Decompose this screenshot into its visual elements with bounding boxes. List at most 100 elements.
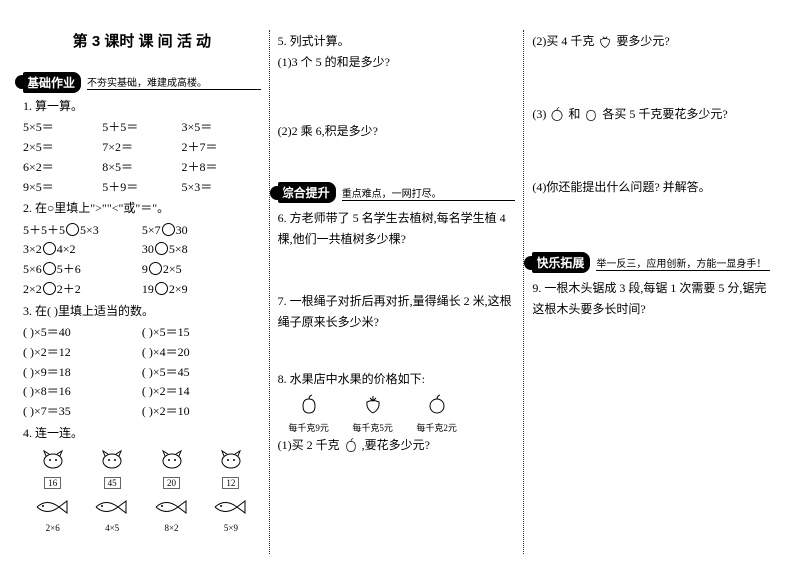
- apple-icon: [549, 106, 565, 128]
- banner-tag: 快乐拓展: [532, 252, 590, 273]
- cell: 9×5＝: [23, 178, 102, 198]
- cell: 2＋7＝: [181, 138, 260, 158]
- fish-row: 2×6 4×5 8×2 5×9: [23, 496, 261, 533]
- t: 2×2: [23, 282, 42, 296]
- cell: 5×5＝: [23, 118, 102, 138]
- fish-exp: 2×6: [33, 523, 73, 533]
- cell: ( )×7＝35: [23, 402, 142, 422]
- banner-comp: 综合提升 重点难点，一网打尽。: [278, 182, 516, 204]
- t: 19: [142, 282, 154, 296]
- t: ,要花多少元?: [362, 438, 430, 452]
- strawberry-icon: 每千克5元: [348, 393, 398, 434]
- q2-grid: 5＋5＋55×35×7 30 3×2 4×2 305×8 5×6 5＋6 92×5 2×2…: [23, 221, 261, 300]
- q8c: (3) 和 各买 5 千克要花多少元?: [532, 105, 770, 128]
- cell: ( )×5＝15: [142, 323, 261, 343]
- q4-heading: 4. 连一连。: [23, 424, 261, 443]
- cell: ( )×5＝45: [142, 363, 261, 383]
- cmp: 92×5: [142, 260, 261, 280]
- cell: 8×5＝: [102, 158, 181, 178]
- fish-exp: 4×5: [92, 523, 132, 533]
- price: 每千克5元: [348, 421, 398, 434]
- circle-icon: [43, 242, 56, 255]
- q8d: (4)你还能提出什么问题? 并解答。: [532, 178, 770, 197]
- t: 2×9: [169, 282, 188, 296]
- t: (3): [532, 107, 546, 121]
- page-title: 第 3 课时 课 间 活 动: [23, 30, 261, 51]
- q7: 7. 一根绳子对折后再对折,量得绳长 2 米,这根绳子原来长多少米?: [278, 291, 516, 334]
- cat-num: 12: [222, 477, 239, 489]
- t: 9: [142, 262, 148, 276]
- circle-icon: [149, 262, 162, 275]
- banner-basic: 基础作业 不夯实基础，难建成高楼。: [23, 71, 261, 93]
- cell: ( )×4＝20: [142, 343, 261, 363]
- banner-sub: 重点难点，一网打尽。: [342, 185, 516, 201]
- banner-ext: 快乐拓展 举一反三，应用创新，方能一显身手！: [532, 252, 770, 274]
- cmp: 3×2 4×2: [23, 240, 142, 260]
- t: 30: [176, 223, 188, 237]
- q8b: (2)买 4 千克 要多少元?: [532, 32, 770, 55]
- banner-tag: 基础作业: [23, 72, 81, 93]
- cat-num: 16: [44, 477, 61, 489]
- t: 各买 5 千克要花多少元?: [602, 107, 727, 121]
- t: 4×2: [57, 242, 76, 256]
- peach-icon: 每千克9元: [284, 393, 334, 434]
- q2-heading: 2. 在○里填上">""<"或"＝"。: [23, 199, 261, 218]
- t: 5＋5＋5: [23, 223, 65, 237]
- t: 5＋6: [57, 262, 81, 276]
- q1-heading: 1. 算一算。: [23, 97, 261, 116]
- t: 5×6: [23, 262, 42, 276]
- cell: 6×2＝: [23, 158, 102, 178]
- cats-row: 16 45 20 12: [23, 447, 261, 490]
- cmp: 5×6 5＋6: [23, 260, 142, 280]
- banner-tag: 综合提升: [278, 182, 336, 203]
- banner-sub: 不夯实基础，难建成高楼。: [87, 74, 261, 90]
- q6: 6. 方老师带了 5 名学生去植树,每名学生植 4 棵,他们一共植树多少棵?: [278, 208, 516, 251]
- q1-grid: 5×5＝5＋5＝3×5＝ 2×5＝7×2＝2＋7＝ 6×2＝8×5＝2＋8＝ 9…: [23, 118, 261, 197]
- fish-icon: 5×9: [211, 496, 251, 533]
- cell: ( )×2＝14: [142, 382, 261, 402]
- cat-icon: 45: [98, 447, 126, 490]
- circle-icon: [43, 282, 56, 295]
- q5b: (2)2 乘 6,积是多少?: [278, 122, 516, 141]
- t: 3×2: [23, 242, 42, 256]
- t: (2)买 4 千克: [532, 34, 594, 48]
- fish-icon: 8×2: [152, 496, 192, 533]
- price: 每千克2元: [412, 421, 462, 434]
- cmp: 5＋5＋55×3: [23, 221, 142, 241]
- price: 每千克9元: [284, 421, 334, 434]
- cmp: 19 2×9: [142, 280, 261, 300]
- fish-exp: 5×9: [211, 523, 251, 533]
- fruits-row: 每千克9元 每千克5元 每千克2元: [284, 393, 516, 434]
- cell: ( )×2＝12: [23, 343, 142, 363]
- cmp: 5×7 30: [142, 221, 261, 241]
- q9: 9. 一根木头锯成 3 段,每锯 1 次需要 5 分,锯完这根木头要多长时间?: [532, 278, 770, 321]
- cat-icon: 12: [217, 447, 245, 490]
- q5-heading: 5. 列式计算。: [278, 32, 516, 51]
- circle-icon: [162, 223, 175, 236]
- cat-num: 45: [104, 477, 121, 489]
- q5a: (1)3 个 5 的和是多少?: [278, 53, 516, 72]
- strawberry-icon: [597, 33, 613, 55]
- cell: 5×3＝: [181, 178, 260, 198]
- cell: 3×5＝: [181, 118, 260, 138]
- fish-exp: 8×2: [152, 523, 192, 533]
- cell: ( )×2＝10: [142, 402, 261, 422]
- cell: 2＋8＝: [181, 158, 260, 178]
- cat-icon: 20: [158, 447, 186, 490]
- cell: ( )×9＝18: [23, 363, 142, 383]
- circle-icon: [155, 282, 168, 295]
- q3-grid: ( )×5＝40( )×5＝15 ( )×2＝12( )×4＝20 ( )×9＝…: [23, 323, 261, 422]
- t: 5×7: [142, 223, 161, 237]
- cell: 5＋5＝: [102, 118, 181, 138]
- cell: 5＋9＝: [102, 178, 181, 198]
- peach-icon: [343, 437, 359, 459]
- cell: 2×5＝: [23, 138, 102, 158]
- cmp: 305×8: [142, 240, 261, 260]
- cell: ( )×8＝16: [23, 382, 142, 402]
- t: 和: [568, 107, 580, 121]
- t: 要多少元?: [616, 34, 669, 48]
- t: (1)买 2 千克: [278, 438, 340, 452]
- banner-sub: 举一反三，应用创新，方能一显身手！: [596, 255, 770, 271]
- peach-icon: [583, 106, 599, 128]
- q8-heading: 8. 水果店中水果的价格如下:: [278, 370, 516, 389]
